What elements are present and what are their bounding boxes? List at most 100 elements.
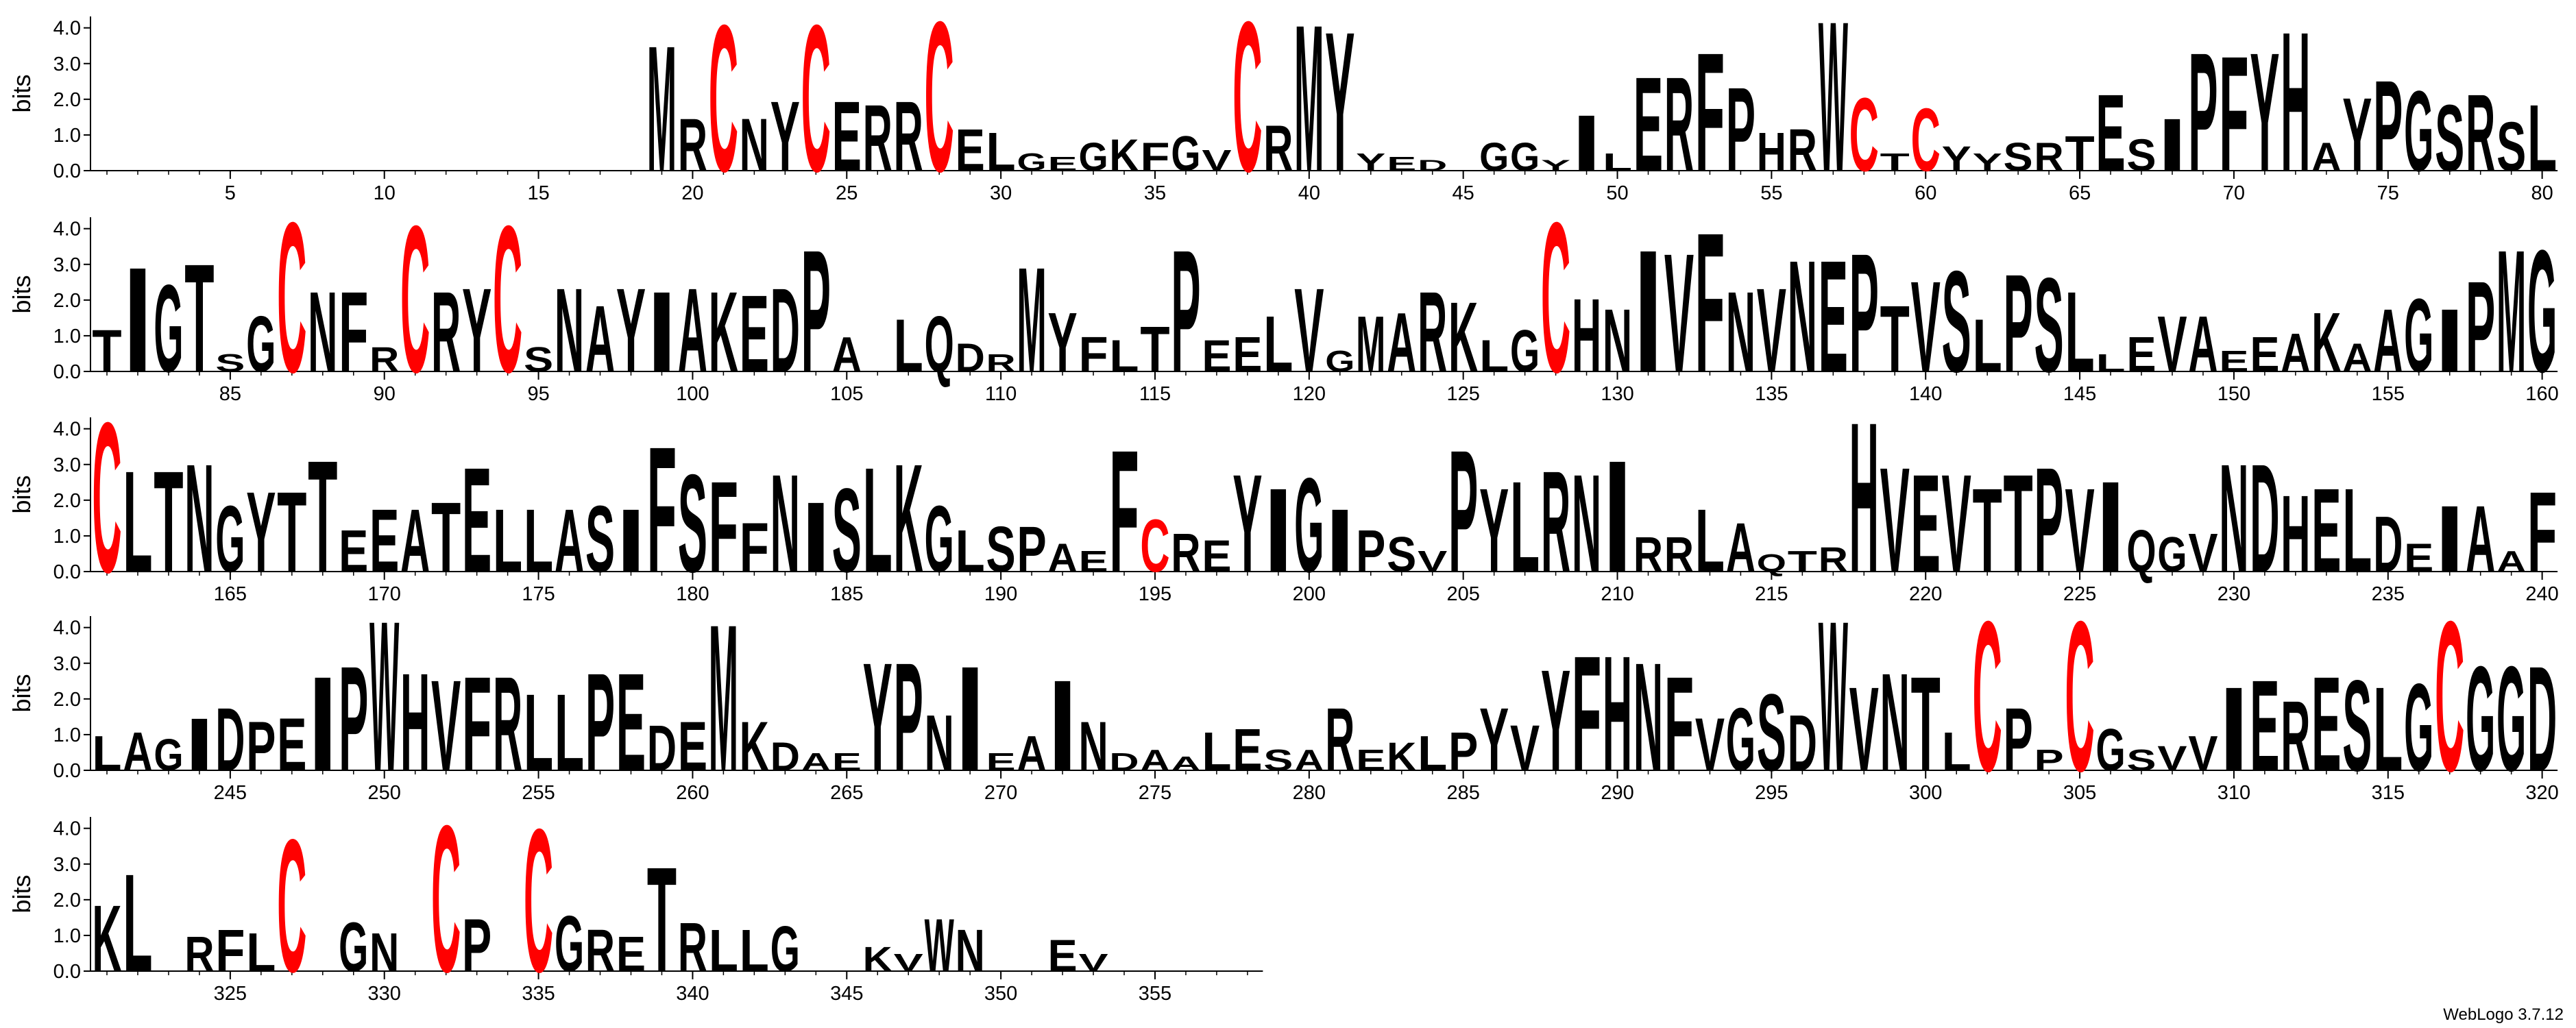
logo-letter: L bbox=[524, 672, 553, 794]
x-tick-label: 45 bbox=[1453, 182, 1474, 204]
logo-letter: C bbox=[709, 0, 738, 216]
logo-letter: F bbox=[339, 268, 368, 396]
x-tick-label: 295 bbox=[1755, 782, 1788, 804]
logo-letter: V bbox=[2157, 739, 2187, 778]
logo-letter: D bbox=[770, 735, 800, 779]
x-tick-label: 165 bbox=[214, 583, 247, 605]
logo-letter: A bbox=[1387, 295, 1416, 390]
x-tick-label: 300 bbox=[1909, 782, 1942, 804]
logo-letter: R bbox=[678, 909, 707, 986]
x-tick-label: 155 bbox=[2372, 383, 2405, 405]
logo-letter: Y bbox=[1541, 157, 1570, 173]
logo-letter: H bbox=[2281, 473, 2310, 596]
logo-letter: L bbox=[986, 121, 1016, 182]
x-tick-label: 235 bbox=[2372, 583, 2405, 605]
x-tick-label: 5 bbox=[225, 182, 236, 204]
logo-letter: C bbox=[1232, 0, 1262, 217]
logo-letter: Q bbox=[925, 299, 954, 389]
logo-letter: T bbox=[1140, 313, 1169, 385]
logo-letter: A bbox=[678, 264, 707, 397]
logo-letter: D bbox=[647, 711, 677, 784]
x-tick-label: 205 bbox=[1446, 583, 1479, 605]
logo-letter: R bbox=[1788, 117, 1817, 184]
logo-letter: L bbox=[1479, 330, 1509, 381]
logo-letter: R bbox=[585, 917, 615, 984]
logo-letter: T bbox=[431, 482, 461, 593]
logo-letter: L bbox=[894, 304, 923, 388]
y-tick-label: 2.0 bbox=[53, 89, 81, 111]
logo-letter: V bbox=[2157, 299, 2187, 389]
x-tick-label: 55 bbox=[1760, 182, 1782, 204]
logo-letter: I bbox=[2435, 486, 2464, 592]
logo-letter: E bbox=[1356, 744, 1385, 777]
logo-letter: C bbox=[2065, 577, 2094, 816]
logo-letter: D bbox=[1418, 157, 1447, 173]
logo-letter: A bbox=[2311, 135, 2341, 180]
logo-letter: E bbox=[616, 644, 646, 800]
logo-letter: G bbox=[1078, 135, 1108, 180]
logo-letter: S bbox=[1757, 672, 1786, 794]
logo-letter: Y bbox=[1047, 295, 1077, 390]
logo-letter: Q bbox=[1757, 549, 1786, 577]
logo-letter: I bbox=[1603, 427, 1632, 605]
y-tick-label: 2.0 bbox=[53, 890, 81, 911]
logo-letter: L bbox=[246, 922, 276, 983]
logo-letter: Y bbox=[1479, 464, 1509, 598]
logo-letter: G bbox=[2157, 526, 2187, 583]
logo-letter: Y bbox=[1232, 445, 1262, 601]
logo-letter: A bbox=[1017, 725, 1047, 781]
logo-letter: E bbox=[2126, 326, 2156, 382]
x-tick-label: 85 bbox=[219, 383, 241, 405]
logo-letter: E bbox=[1232, 326, 1262, 382]
y-tick-label: 1.0 bbox=[53, 326, 81, 347]
logo-letter: G bbox=[1325, 345, 1354, 378]
logo-letter: L bbox=[1942, 721, 1971, 782]
x-tick-label: 285 bbox=[1446, 782, 1479, 804]
logo-letter: D bbox=[2527, 635, 2557, 802]
logo-letter: E bbox=[986, 748, 1016, 776]
logo-letter: M bbox=[709, 581, 738, 815]
logo-letter: M bbox=[1294, 0, 1324, 216]
logo-letter: A bbox=[585, 286, 615, 392]
logo-letter: P bbox=[1356, 517, 1385, 585]
logo-letter: G bbox=[2095, 716, 2125, 783]
logo-letter: F bbox=[1572, 622, 1601, 805]
logo-letter: A bbox=[1726, 509, 1755, 587]
logo-letter: P bbox=[2466, 255, 2495, 400]
logo-letter: N bbox=[740, 103, 769, 187]
logo-letter: K bbox=[1448, 282, 1478, 393]
logo-letter: Q bbox=[2126, 517, 2156, 585]
logo-letter: W bbox=[1819, 577, 1848, 816]
logo-letter: N bbox=[956, 917, 985, 984]
logo-letter: T bbox=[184, 232, 214, 404]
y-tick-label: 3.0 bbox=[53, 254, 81, 276]
logo-letter: V bbox=[2188, 522, 2217, 583]
logo-letter: R bbox=[184, 926, 214, 982]
x-tick-label: 170 bbox=[368, 583, 401, 605]
logo-letter: T bbox=[1880, 286, 1910, 392]
logo-letter: N bbox=[770, 445, 800, 601]
logo-letter: F bbox=[740, 509, 769, 587]
logo-letter: T bbox=[277, 468, 306, 596]
logo-letter: P bbox=[1849, 218, 1879, 408]
logo-letter: S bbox=[2034, 251, 2064, 401]
x-tick-label: 130 bbox=[1601, 383, 1633, 405]
x-tick-label: 150 bbox=[2217, 383, 2250, 405]
logo-letter: P bbox=[2373, 54, 2403, 199]
y-tick-label: 1.0 bbox=[53, 125, 81, 147]
logo-letter: V bbox=[2188, 725, 2217, 781]
logo-letter: C bbox=[277, 800, 306, 1012]
logo-letter: P bbox=[2034, 436, 2064, 603]
logo-letter: M bbox=[647, 10, 677, 210]
logo-letter: T bbox=[1788, 545, 1817, 578]
logo-letter: A bbox=[2466, 486, 2495, 592]
x-tick-label: 105 bbox=[830, 383, 863, 405]
logo-letter: E bbox=[339, 517, 368, 585]
y-tick-label: 4.0 bbox=[53, 219, 81, 241]
logo-letter: E bbox=[832, 748, 862, 776]
logo-letter: I bbox=[1047, 654, 1077, 798]
x-tick-label: 190 bbox=[984, 583, 1017, 605]
logo-letter: A bbox=[2188, 299, 2217, 389]
x-tick-label: 275 bbox=[1139, 782, 1171, 804]
x-tick-label: 15 bbox=[527, 182, 549, 204]
